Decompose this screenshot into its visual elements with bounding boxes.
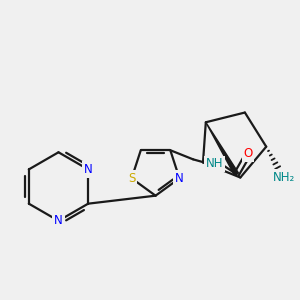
Text: N: N	[84, 163, 92, 176]
Text: S: S	[128, 172, 135, 185]
Text: O: O	[243, 147, 253, 160]
Text: N: N	[175, 172, 184, 185]
Text: N: N	[54, 214, 63, 227]
Text: NH: NH	[206, 158, 224, 170]
Polygon shape	[206, 122, 238, 176]
Text: NH₂: NH₂	[273, 171, 296, 184]
